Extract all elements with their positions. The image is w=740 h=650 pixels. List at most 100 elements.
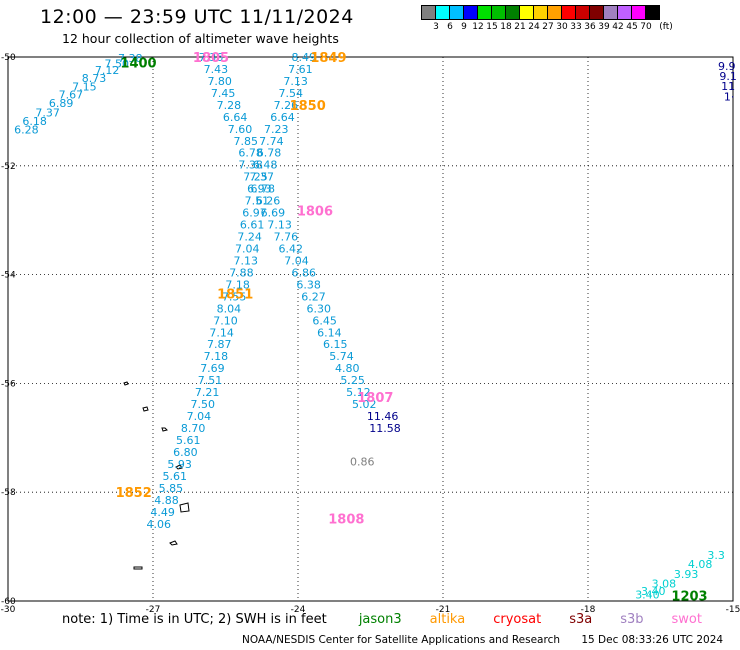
swh-value: 7.15 (72, 80, 97, 93)
colorbar-swatch (421, 5, 436, 20)
satellite-legend-item: s3a (569, 612, 593, 627)
hour-label: 1852 (116, 486, 152, 501)
swh-value: 5.12 (346, 386, 371, 399)
swh-value: 6.78 (250, 183, 275, 196)
swh-value: 5.85 (159, 482, 184, 495)
footer-timestamp: 15 Dec 08:33:26 UTC 2024 (581, 634, 724, 646)
colorbar-tick-label: 33 (570, 22, 582, 32)
colorbar-swatch (477, 5, 492, 20)
swh-value: 7.14 (209, 326, 234, 339)
swh-value: 9.9 (718, 60, 736, 73)
swh-value: 5.25 (340, 374, 365, 387)
swh-value: 6.80 (173, 446, 198, 459)
swh-value: 6.18 (22, 115, 47, 128)
colorbar-tick-label: 24 (528, 22, 540, 32)
swh-value: 6.26 (256, 195, 281, 208)
swh-value: 7.51 (245, 195, 270, 208)
swh-value: 11 (721, 80, 735, 93)
y-tick-label: -50 (1, 53, 16, 63)
y-tick-label: -60 (1, 597, 16, 607)
hour-label: 1203 (671, 590, 707, 605)
swh-value: 6.97 (242, 207, 267, 220)
swh-value: 7.04 (235, 242, 260, 255)
colorbar-tick-label: 36 (584, 22, 596, 32)
swh-value: 7.50 (105, 58, 130, 71)
note-line: note: 1) Time is in UTC; 2) SWH is in fe… (62, 612, 702, 627)
hour-label: 1805 (193, 51, 229, 66)
swh-value: 7.37 (250, 171, 275, 184)
colorbar-tick-label: 45 (626, 22, 638, 32)
colorbar-swatch (519, 5, 534, 20)
swh-value: 4.49 (150, 506, 175, 519)
swh-value: 6.78 (238, 147, 263, 160)
map-frame (7, 56, 734, 602)
hour-label: 1806 (297, 204, 333, 219)
swh-value: 7.12 (95, 64, 120, 77)
swh-value: 8.04 (217, 302, 242, 315)
swh-value: 6.27 (301, 290, 326, 303)
colorbar-swatch (561, 5, 576, 20)
swh-value: 3.93 (674, 568, 699, 581)
swh-value: 7.10 (213, 314, 238, 327)
swh-value: 11.46 (367, 410, 399, 423)
swh-value: 6.89 (49, 97, 74, 110)
swh-value: 7.76 (274, 231, 299, 244)
swh-value: 7.69 (200, 362, 225, 375)
swh-value: 7.13 (267, 219, 292, 232)
colorbar-swatch (631, 5, 646, 20)
hour-label: 1807 (357, 391, 393, 406)
x-tick-label: -21 (436, 605, 451, 615)
swh-value: 7.24 (237, 231, 262, 244)
swh-value: 9.1 (719, 70, 737, 83)
swh-value: 7.67 (59, 89, 84, 102)
swh-value: 6.69 (261, 207, 286, 220)
swh-value: 8.73 (82, 72, 107, 85)
swh-value: 7.21 (195, 386, 220, 399)
colorbar-tick-label: 12 (472, 22, 484, 32)
colorbar-swatch (505, 5, 520, 20)
y-tick-label: -52 (1, 162, 16, 172)
swh-value: 6.38 (296, 278, 321, 291)
colorbar-unit: (ft) (659, 22, 673, 32)
swh-value: 6.61 (240, 219, 265, 232)
colorbar-swatch (603, 5, 618, 20)
satellite-legend-item: jason3 (358, 612, 402, 627)
swh-value: 6.14 (317, 326, 342, 339)
swh-value: 8.70 (181, 422, 206, 435)
swh-value: 4.08 (688, 558, 713, 571)
islands (123, 381, 190, 570)
swh-value: 7.61 (288, 63, 313, 76)
swh-value: 7.88 (229, 266, 254, 279)
colorbar-swatch (533, 5, 548, 20)
x-tick-label: -30 (1, 605, 16, 615)
y-tick-label: -56 (1, 379, 16, 389)
swh-value: 7.36 (199, 51, 224, 64)
colorbar-swatch (449, 5, 464, 20)
hour-label: 1850 (290, 99, 326, 114)
swh-value: 6.78 (257, 147, 282, 160)
colorbar-tick-label: 70 (640, 22, 652, 32)
swh-value: 7.60 (228, 123, 253, 136)
satellite-legend-item: altika (429, 612, 466, 627)
colorbar-tick-label: 9 (461, 22, 467, 32)
x-tick-label: -27 (146, 605, 161, 615)
swh-value: 7.25 (243, 171, 268, 184)
swh-value: 6.93 (247, 183, 272, 196)
swh-value: 7.87 (207, 338, 232, 351)
colorbar-swatch (463, 5, 478, 20)
swh-value: 0.86 (350, 456, 375, 469)
swh-value: 3.08 (652, 578, 677, 591)
hour-label: 1400 (120, 56, 156, 71)
colorbar-swatch (435, 5, 450, 20)
swh-value: 7.38 (118, 52, 143, 65)
footer: NOAA/NESDIS Center for Satellite Applica… (242, 634, 723, 646)
satellite-legend-item: swot (671, 612, 702, 627)
swh-value: 7.43 (204, 63, 229, 76)
swh-value: 7.74 (259, 135, 284, 148)
swh-value: 7.13 (283, 75, 308, 88)
swh-value: 6.48 (253, 159, 278, 172)
colorbar-legend (421, 5, 660, 20)
map-title: 12:00 — 23:59 UTC 11/11/2024 (40, 6, 354, 28)
swh-value: 11.58 (369, 422, 401, 435)
